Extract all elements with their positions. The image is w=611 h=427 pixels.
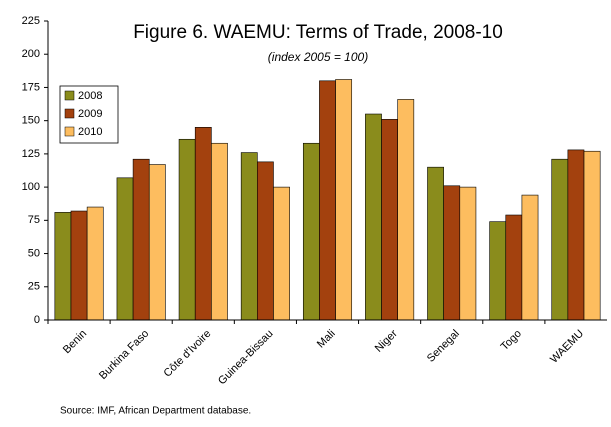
y-tick-label: 50	[28, 247, 40, 259]
bar	[567, 149, 585, 321]
bar	[583, 150, 601, 321]
x-tick-label: Togo	[499, 328, 524, 353]
bar	[505, 214, 523, 321]
y-tick-label: 200	[22, 48, 40, 60]
bar	[54, 212, 72, 321]
bar	[397, 99, 415, 321]
y-tick-label: 25	[28, 281, 40, 293]
bar	[319, 80, 336, 321]
bar	[240, 152, 258, 321]
bar	[551, 158, 569, 321]
chart-subtitle: (index 2005 = 100)	[268, 50, 368, 64]
bar	[273, 186, 290, 321]
legend-swatch	[64, 90, 75, 101]
y-tick-label: 150	[22, 115, 40, 127]
x-tick-label: Côte d'Ivoire	[162, 328, 214, 380]
y-tick-label: 100	[22, 181, 40, 193]
bar	[302, 142, 320, 321]
legend-swatch	[64, 126, 75, 137]
y-tick-label: 125	[22, 148, 40, 160]
y-tick-label: 0	[34, 314, 40, 326]
source-note: Source: IMF, African Department database…	[60, 406, 251, 417]
bar	[521, 194, 539, 321]
bar	[132, 158, 150, 321]
bar	[427, 166, 444, 321]
x-tick-label: Senegal	[425, 328, 462, 365]
bar	[443, 185, 461, 321]
bar	[86, 206, 104, 321]
legend-label: 2008	[78, 90, 102, 102]
bar	[489, 221, 507, 321]
bar	[365, 113, 382, 321]
x-tick-label: Burkina Faso	[97, 328, 151, 382]
legend-label: 2010	[78, 126, 102, 138]
x-tick-label: Mali	[315, 328, 338, 351]
bar	[257, 161, 274, 321]
legend-swatch	[64, 108, 75, 119]
x-tick-label: Guinea-Bissau	[216, 328, 276, 388]
legend-label: 2009	[78, 108, 102, 120]
bar	[459, 186, 477, 321]
x-tick-label: WAEMU	[548, 328, 586, 366]
bar	[335, 79, 353, 321]
bar	[381, 119, 398, 321]
chart-title: Figure 6. WAEMU: Terms of Trade, 2008-10	[133, 22, 503, 43]
y-tick-label: 175	[22, 81, 40, 93]
x-tick-label: Niger	[373, 327, 400, 354]
y-tick-label: 225	[22, 15, 40, 27]
x-tick-label: Benin	[61, 328, 89, 356]
bar	[70, 210, 88, 321]
y-tick-label: 75	[28, 214, 40, 226]
bar	[211, 142, 228, 321]
bar	[178, 138, 196, 321]
bar	[194, 127, 212, 321]
bar	[116, 177, 134, 321]
bar	[148, 164, 166, 321]
